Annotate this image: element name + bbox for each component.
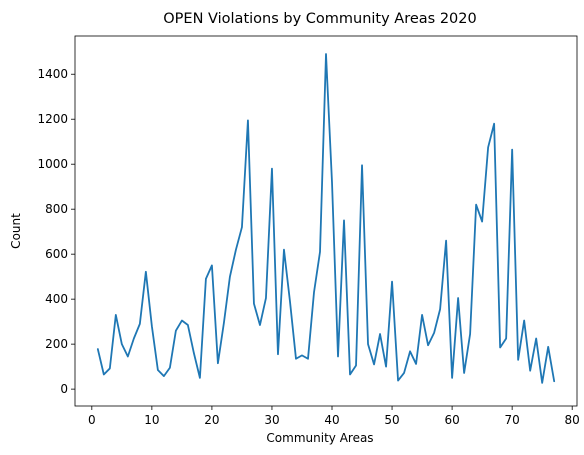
y-axis-label: Count: [9, 213, 23, 249]
chart-title: OPEN Violations by Community Areas 2020: [163, 11, 477, 27]
y-tick-label: 600: [45, 247, 68, 261]
y-tick-label: 1200: [37, 112, 68, 126]
series-line: [96, 53, 556, 384]
x-tick-label: 40: [324, 413, 339, 427]
y-tick-label: 1400: [37, 67, 68, 81]
x-tick-label: 70: [505, 413, 520, 427]
plot-frame: [74, 35, 578, 407]
x-tick-label: 0: [88, 413, 96, 427]
y-tick-label: 1000: [37, 157, 68, 171]
y-tick-label: 800: [45, 202, 68, 216]
x-tick-label: 20: [204, 413, 219, 427]
x-axis-ticks: 0 10 20 30 40 50 60 70 80: [88, 406, 580, 427]
x-tick-label: 60: [444, 413, 459, 427]
x-axis-label: Community Areas: [266, 431, 373, 445]
y-tick-label: 400: [45, 292, 68, 306]
x-tick-label: 30: [264, 413, 279, 427]
x-tick-label: 50: [384, 413, 399, 427]
y-tick-label: 0: [60, 382, 68, 396]
x-tick-label: 80: [565, 413, 580, 427]
y-axis-ticks: 0 200 400 600 800 1000 1200 1400: [37, 67, 75, 396]
y-tick-label: 200: [45, 337, 68, 351]
x-tick-label: 10: [144, 413, 159, 427]
